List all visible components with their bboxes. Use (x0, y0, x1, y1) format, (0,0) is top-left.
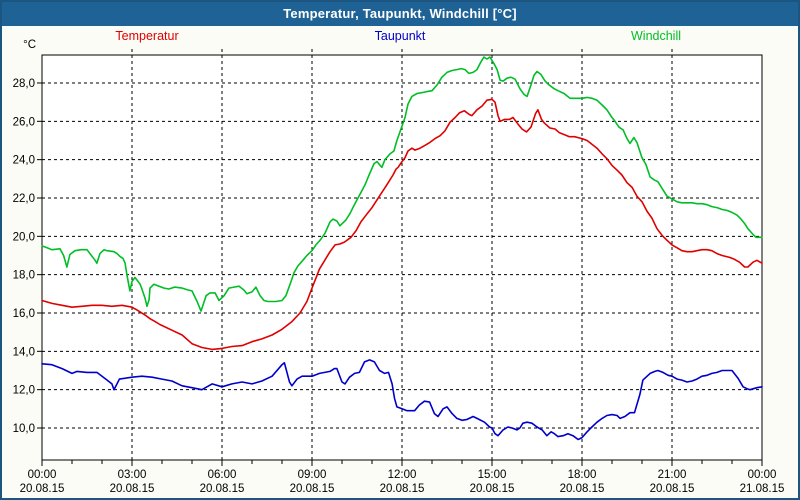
legend-item-taupunkt: Taupunkt (374, 29, 426, 43)
x-tick-date-label: 20.08.15 (470, 483, 515, 495)
y-tick-label: 12,0 (13, 385, 35, 397)
y-tick-label: 26,0 (13, 116, 35, 128)
legend-item-temperatur: Temperatur (115, 29, 179, 43)
x-tick-date-label: 20.08.15 (650, 483, 695, 495)
x-tick-time-label: 00:00 (28, 469, 57, 481)
x-tick-date-label: 20.08.15 (200, 483, 245, 495)
x-tick-time-label: 09:00 (298, 469, 327, 481)
series-line-taupunkt (41, 359, 763, 441)
y-tick-label: 16,0 (13, 308, 35, 320)
x-tick-date-label: 21.08.15 (740, 483, 785, 495)
x-tick-date-label: 20.08.15 (560, 483, 605, 495)
x-tick-time-label: 15:00 (478, 469, 507, 481)
y-tick-label: 10,0 (13, 423, 35, 435)
x-tick-time-label: 06:00 (208, 469, 237, 481)
y-tick-label: 18,0 (13, 270, 35, 282)
y-tick-label: 28,0 (13, 78, 35, 90)
x-tick-time-label: 03:00 (118, 469, 147, 481)
window-titlebar: Temperatur, Taupunkt, Windchill [°C] (2, 2, 798, 26)
x-tick-date-label: 20.08.15 (110, 483, 155, 495)
y-tick-label: 20,0 (13, 231, 35, 243)
plot-frame (41, 54, 763, 461)
x-tick-time-label: 18:00 (568, 469, 597, 481)
series-line-temperatur (41, 98, 763, 351)
x-tick-time-label: 00:00 (748, 469, 777, 481)
x-tick-time-label: 12:00 (388, 469, 417, 481)
legend-item-windchill: Windchill (630, 29, 682, 43)
y-tick-label: 24,0 (13, 155, 35, 167)
x-tick-date-label: 20.08.15 (290, 483, 335, 495)
x-tick-date-label: 20.08.15 (20, 483, 65, 495)
window-title: Temperatur, Taupunkt, Windchill [°C] (283, 6, 517, 21)
series-line-windchill (41, 56, 763, 312)
y-tick-label: 22,0 (13, 193, 35, 205)
x-tick-time-label: 21:00 (658, 469, 687, 481)
y-axis-unit-label: °C (23, 39, 36, 51)
y-tick-label: 14,0 (13, 346, 35, 358)
x-tick-date-label: 20.08.15 (380, 483, 425, 495)
